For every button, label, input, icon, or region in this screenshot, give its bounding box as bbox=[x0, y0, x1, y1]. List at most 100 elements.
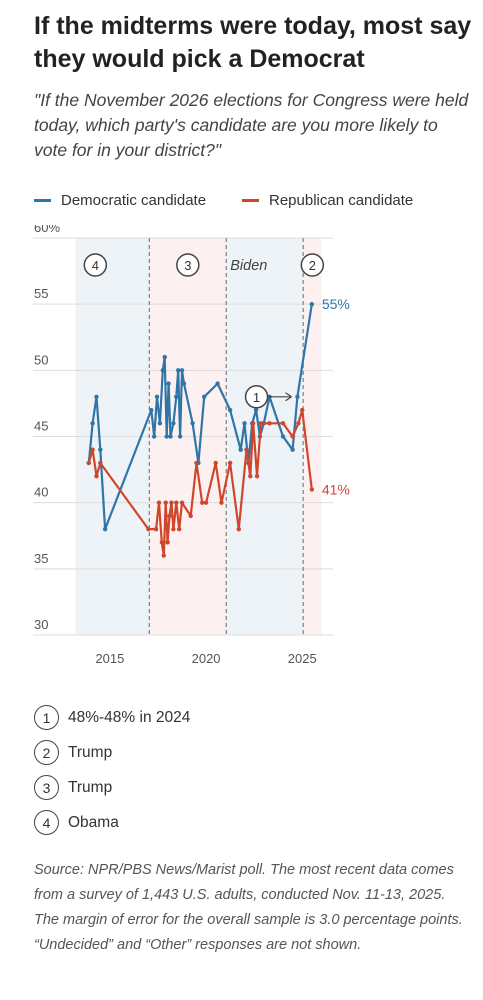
period-marker-circle bbox=[300, 253, 325, 277]
data-point bbox=[171, 421, 176, 426]
data-point bbox=[163, 500, 168, 505]
source-note: Source: NPR/PBS News/Marist poll. The mo… bbox=[34, 862, 463, 953]
data-point bbox=[166, 381, 171, 386]
data-point bbox=[201, 394, 207, 399]
note-marker: 3 bbox=[34, 775, 59, 800]
legend-label-democratic: Democratic candidate bbox=[61, 192, 207, 209]
period-notes: 1 48%-48% in 2024 2 Trump 3 Trump 4 Obam… bbox=[34, 700, 454, 840]
annotation-marker-label: 1 bbox=[253, 390, 260, 405]
note-text: Trump bbox=[68, 743, 113, 761]
data-point bbox=[164, 434, 169, 439]
data-point bbox=[254, 474, 260, 479]
data-point bbox=[227, 407, 233, 413]
legend-item-republican: Republican candidate bbox=[242, 192, 413, 209]
annotation-arrow-head bbox=[285, 392, 292, 402]
data-point bbox=[169, 500, 174, 505]
data-point bbox=[248, 474, 253, 479]
data-point bbox=[175, 368, 181, 373]
data-point bbox=[296, 421, 301, 426]
data-point bbox=[162, 354, 167, 360]
data-point bbox=[295, 394, 300, 399]
data-point bbox=[309, 301, 315, 307]
y-tick-label: 35 bbox=[34, 551, 48, 566]
data-point bbox=[167, 513, 172, 519]
legend-item-democratic: Democratic candidate bbox=[34, 192, 206, 209]
data-point bbox=[177, 434, 183, 439]
data-point bbox=[258, 421, 264, 426]
data-point bbox=[309, 487, 315, 492]
y-tick-label: 50 bbox=[34, 352, 48, 367]
data-point bbox=[181, 381, 187, 386]
line-chart: 30 35 40 45 50 55 60% 4 3 Biden 2 2015 2020 2025 55% 41… bbox=[33, 225, 350, 666]
data-point bbox=[213, 460, 218, 466]
x-tick-label: 2015 bbox=[95, 651, 124, 666]
data-point bbox=[174, 500, 179, 505]
data-point bbox=[154, 394, 160, 399]
data-point bbox=[179, 368, 185, 373]
data-point bbox=[267, 421, 272, 426]
data-point bbox=[156, 500, 162, 505]
series-end-label: 41% bbox=[322, 481, 350, 497]
data-point bbox=[203, 500, 209, 505]
data-point bbox=[194, 460, 199, 466]
chart-subtitle: "If the November 2026 elections for Cong… bbox=[34, 90, 469, 160]
chart-title: If the midterms were today, most say the… bbox=[34, 12, 472, 73]
data-point bbox=[242, 421, 247, 426]
y-tick-label: 55 bbox=[34, 286, 48, 301]
data-point bbox=[174, 394, 179, 399]
chart-legend: Democratic candidate Republican candidat… bbox=[34, 192, 474, 214]
legend-label-republican: Republican candidate bbox=[269, 192, 414, 209]
x-tick-label: 2020 bbox=[192, 651, 221, 666]
note-marker: 1 bbox=[34, 705, 59, 730]
data-point bbox=[176, 526, 182, 532]
period-marker-circle bbox=[176, 253, 200, 277]
data-point bbox=[94, 474, 99, 479]
data-point bbox=[94, 394, 99, 399]
note-marker: 4 bbox=[34, 810, 59, 835]
data-point bbox=[90, 421, 95, 426]
y-tick-label: 60% bbox=[34, 225, 60, 235]
period-marker-label: 4 bbox=[92, 258, 99, 273]
data-point bbox=[160, 368, 166, 373]
data-point bbox=[179, 500, 185, 505]
data-point bbox=[236, 526, 241, 532]
data-point bbox=[90, 447, 95, 452]
data-point bbox=[300, 407, 305, 413]
data-point bbox=[280, 434, 286, 439]
note-item: 2 Trump bbox=[34, 735, 454, 770]
data-point bbox=[290, 447, 295, 452]
legend-swatch-democratic bbox=[34, 199, 51, 202]
data-point bbox=[168, 434, 173, 439]
data-point bbox=[200, 500, 205, 505]
data-point bbox=[280, 421, 286, 426]
data-point bbox=[219, 500, 224, 505]
y-tick-label: 40 bbox=[34, 485, 48, 500]
data-point bbox=[215, 381, 220, 386]
y-tick-label: 45 bbox=[34, 419, 48, 434]
note-item: 1 48%-48% in 2024 bbox=[34, 700, 454, 735]
y-tick-label: 30 bbox=[34, 617, 48, 632]
x-tick-label: 2025 bbox=[288, 651, 317, 666]
data-point bbox=[153, 526, 159, 532]
data-point bbox=[171, 526, 176, 532]
data-point bbox=[151, 434, 157, 439]
note-text: 48%-48% in 2024 bbox=[68, 708, 191, 726]
note-item: 3 Trump bbox=[34, 770, 454, 805]
data-point bbox=[102, 526, 108, 532]
data-point bbox=[290, 434, 295, 439]
data-point bbox=[165, 540, 170, 545]
data-point bbox=[253, 407, 259, 413]
data-point bbox=[190, 421, 195, 426]
data-point bbox=[159, 540, 165, 545]
data-point bbox=[227, 460, 233, 466]
data-point bbox=[86, 460, 91, 466]
data-point bbox=[161, 553, 166, 558]
legend-swatch-republican bbox=[242, 199, 259, 202]
data-point bbox=[250, 421, 256, 426]
data-point bbox=[188, 513, 193, 519]
period-name-label: Biden bbox=[230, 258, 267, 274]
data-point bbox=[149, 407, 154, 413]
data-point bbox=[238, 447, 243, 452]
period-marker-label: 3 bbox=[184, 258, 191, 273]
note-text: Obama bbox=[68, 813, 119, 831]
